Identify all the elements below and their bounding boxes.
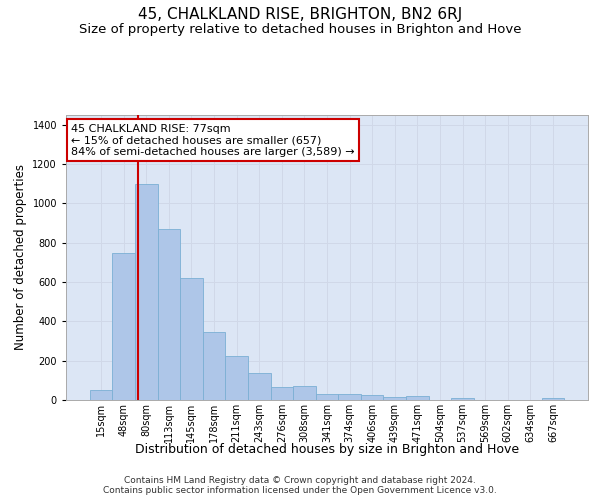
Bar — [316, 394, 338, 400]
Bar — [271, 387, 293, 400]
Bar — [338, 394, 361, 400]
Bar — [293, 386, 316, 400]
Bar — [135, 184, 158, 400]
Bar — [112, 252, 135, 400]
Bar — [203, 332, 226, 400]
Bar — [542, 398, 564, 400]
Text: Distribution of detached houses by size in Brighton and Hove: Distribution of detached houses by size … — [135, 442, 519, 456]
Bar — [158, 229, 180, 400]
Text: 45 CHALKLAND RISE: 77sqm
← 15% of detached houses are smaller (657)
84% of semi-: 45 CHALKLAND RISE: 77sqm ← 15% of detach… — [71, 124, 355, 157]
Bar — [383, 397, 406, 400]
Bar — [361, 395, 383, 400]
Bar — [451, 398, 474, 400]
Bar — [180, 278, 203, 400]
Text: Contains HM Land Registry data © Crown copyright and database right 2024.
Contai: Contains HM Land Registry data © Crown c… — [103, 476, 497, 495]
Text: 45, CHALKLAND RISE, BRIGHTON, BN2 6RJ: 45, CHALKLAND RISE, BRIGHTON, BN2 6RJ — [138, 8, 462, 22]
Y-axis label: Number of detached properties: Number of detached properties — [14, 164, 27, 350]
Text: Size of property relative to detached houses in Brighton and Hove: Size of property relative to detached ho… — [79, 22, 521, 36]
Bar — [248, 374, 271, 400]
Bar — [406, 396, 428, 400]
Bar — [90, 390, 112, 400]
Bar — [226, 356, 248, 400]
